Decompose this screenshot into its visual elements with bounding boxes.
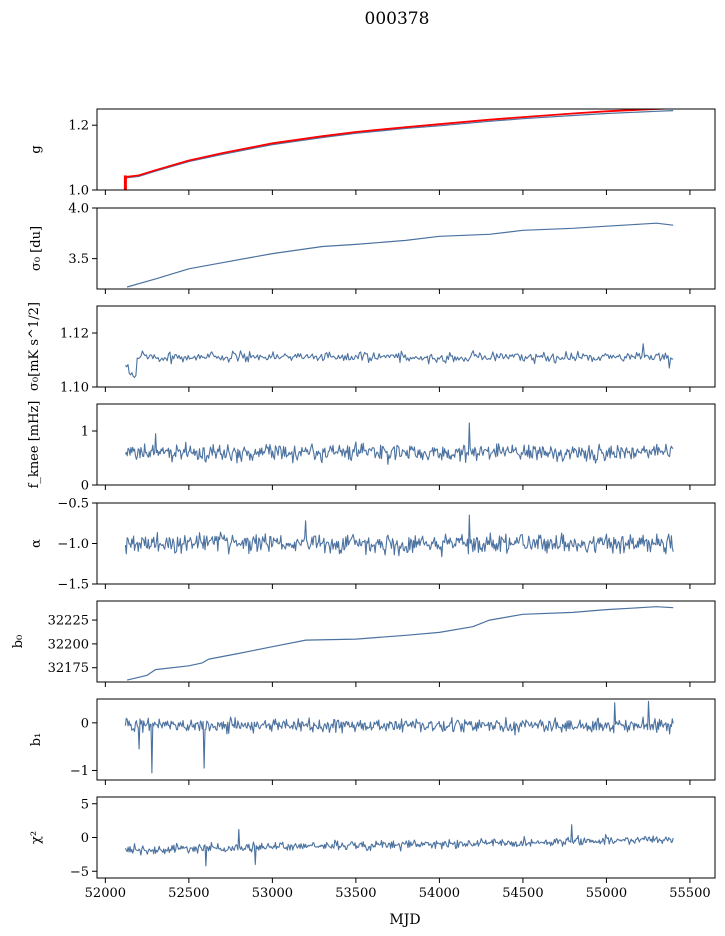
panel-b1: −1 0 b₁	[29, 698, 716, 785]
plot-area	[124, 824, 674, 867]
y-axis-label: f_knee [mHz]	[27, 401, 42, 489]
series-line-0	[126, 222, 674, 288]
plot-area	[124, 422, 674, 465]
y-tick-label: −0.5	[57, 497, 89, 512]
x-tick-label: 53500	[335, 886, 376, 901]
series-line-0	[126, 606, 674, 681]
y-tick-label: −1	[70, 764, 89, 779]
series-line-0	[124, 824, 674, 867]
panel-g: 1.0 1.2 g	[29, 108, 716, 199]
y-tick-label: 1.12	[60, 327, 89, 342]
y-axis-label: χ²	[29, 831, 44, 844]
x-tick-label: 54000	[419, 886, 460, 901]
y-tick-label: 32175	[48, 661, 89, 676]
plot-area	[125, 343, 674, 379]
axes-frame	[96, 502, 716, 585]
axes-frame	[96, 108, 716, 191]
x-tick-label: 54500	[502, 886, 543, 901]
series-line-1	[125, 109, 674, 178]
y-tick-label: 1	[81, 425, 89, 440]
plot-area	[123, 109, 674, 190]
panel-sigma0_mK: 1.10 1.12 σ₀[mK s^1/2]	[27, 302, 716, 396]
series-line-0	[124, 700, 674, 774]
axes-frame	[96, 698, 716, 781]
figure-title: 000378	[365, 9, 430, 29]
plot-area	[124, 700, 674, 774]
axes-frame	[96, 796, 716, 879]
y-axis-label: b₀	[11, 635, 26, 649]
x-tick-label: 53000	[252, 886, 293, 901]
y-tick-label: 0	[81, 479, 89, 494]
x-axis-label: MJD	[389, 912, 420, 928]
y-tick-label: 4.0	[68, 202, 89, 217]
panel-alpha: −1.5 −1.0 −0.5 α	[29, 497, 716, 593]
panels: 1.0 1.2 g 3.5 4.0 σ₀ [du] 1.10 1.12 σ₀[mK s^1/2]…	[11, 108, 716, 901]
y-axis-label: b₁	[29, 733, 44, 747]
y-tick-label: −5	[70, 865, 89, 880]
y-tick-label: 1.0	[68, 184, 89, 199]
series-line-0	[124, 514, 674, 558]
y-axis-label: σ₀ [du]	[29, 226, 44, 271]
y-axis-label: α	[29, 539, 44, 548]
x-tick-label: 55500	[669, 886, 710, 901]
y-tick-label: 32200	[48, 637, 89, 652]
axes-frame	[96, 600, 716, 683]
x-tick-label: 55000	[586, 886, 627, 901]
axes-frame	[96, 305, 716, 388]
y-tick-label: −1.0	[57, 537, 89, 552]
plot-area	[124, 514, 674, 558]
panel-chi2: 52000 52500 53000 53500 54000 54500 55000 55500…	[29, 796, 716, 901]
y-tick-label: 1.2	[68, 119, 89, 134]
y-axis-label: g	[29, 145, 44, 153]
y-tick-label: 3.5	[68, 252, 89, 267]
y-tick-label: −1.5	[57, 578, 89, 593]
series-line-0	[125, 110, 674, 179]
y-axis-label: σ₀[mK s^1/2]	[27, 302, 42, 391]
y-tick-label: 0	[81, 831, 89, 846]
x-tick-label: 52500	[168, 886, 209, 901]
series-line-0	[125, 343, 674, 379]
x-tick-label: 52000	[85, 886, 126, 901]
panel-sigma0_du: 3.5 4.0 σ₀ [du]	[29, 202, 716, 294]
axes-frame	[96, 207, 716, 290]
y-tick-label: 1.10	[60, 381, 89, 396]
axes-frame	[96, 403, 716, 486]
y-tick-label: 5	[81, 797, 89, 812]
y-tick-label: 32225	[48, 614, 89, 629]
panel-b0: 32175 32200 32225 b₀	[11, 600, 716, 687]
y-tick-label: 0	[81, 716, 89, 731]
plot-area	[126, 222, 674, 288]
panel-fknee: 0 1 f_knee [mHz]	[27, 401, 716, 494]
series-line-0	[124, 422, 674, 465]
plot-area	[126, 606, 674, 681]
